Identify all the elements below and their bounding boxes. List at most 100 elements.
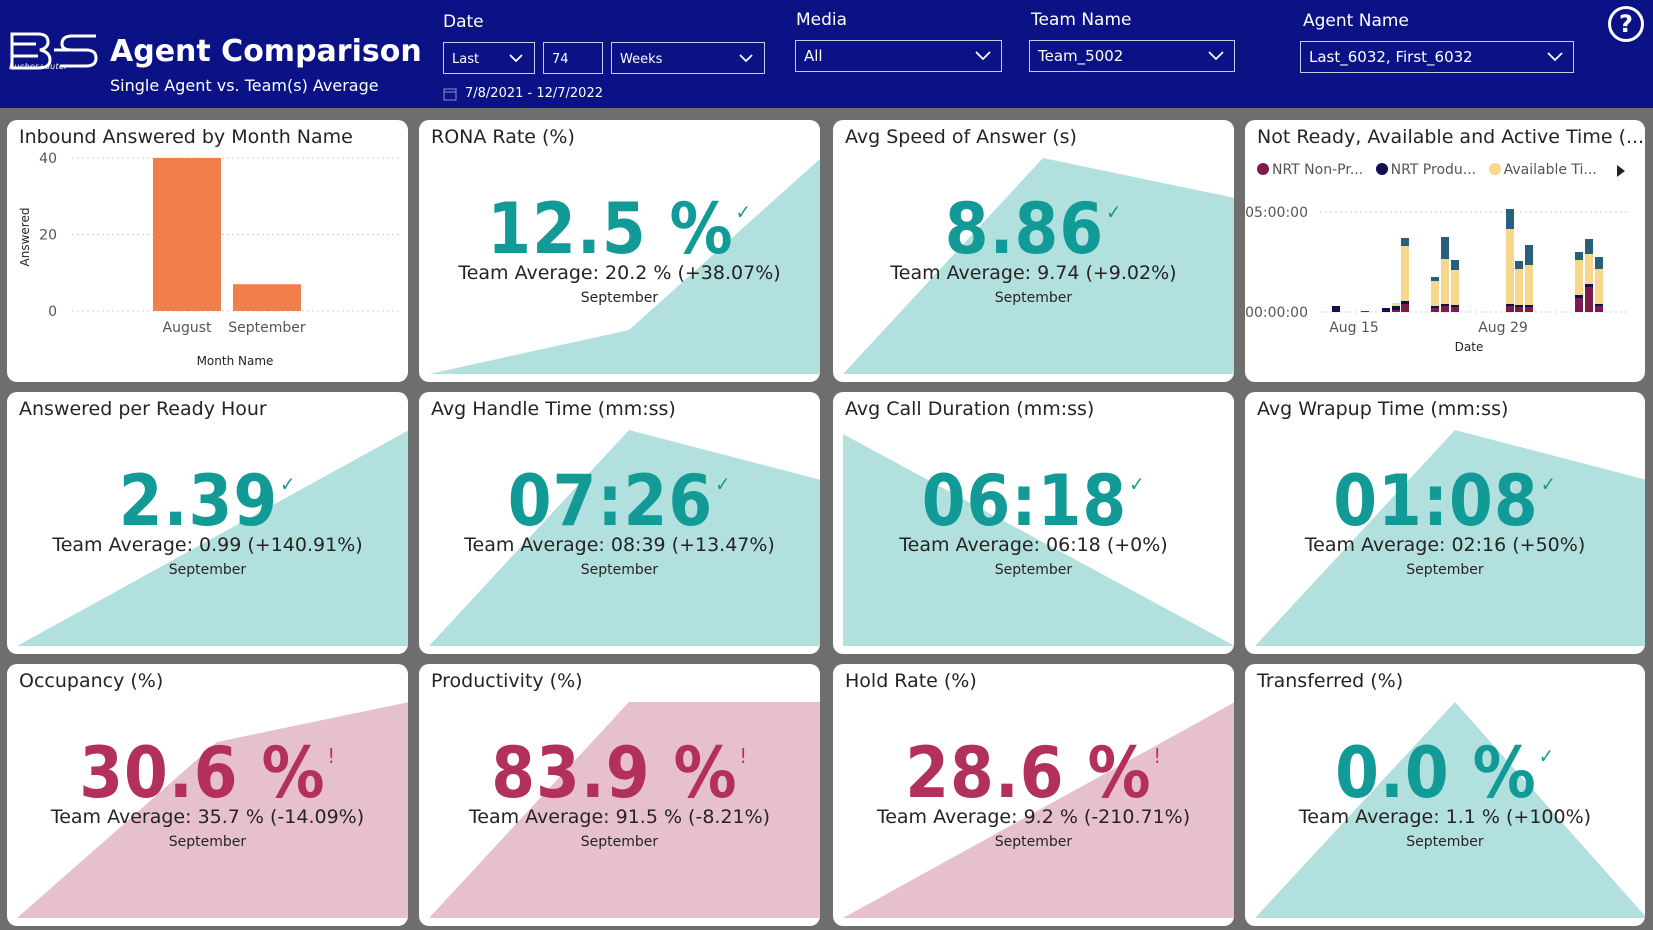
card-title: Answered per Ready Hour <box>19 398 267 420</box>
team-average: Team Average: 35.7 % (-14.09%) <box>50 806 365 828</box>
kpi-value-text: 0.0 % <box>1335 732 1537 814</box>
stacked-bar-segment <box>1515 307 1523 312</box>
stacked-bar-segment <box>1585 254 1593 284</box>
warning-icon: ! <box>327 744 336 768</box>
team-average: Team Average: 0.99 (+140.91%) <box>52 534 363 556</box>
kpi-trend-area <box>429 158 820 374</box>
period-label: September <box>168 834 247 850</box>
period-label: September <box>1406 562 1484 578</box>
kpi-value: 01:08 ✓ <box>1245 460 1645 542</box>
stacked-bar-segment <box>1506 304 1514 306</box>
help-button[interactable]: ? <box>1608 6 1644 42</box>
team-average: Team Average: 20.2 % (+38.07%) <box>458 262 781 284</box>
time-breakdown-card: Not Ready, Available and Active Time (..… <box>1245 120 1645 382</box>
kpi-value-text: 01:08 <box>1333 460 1539 542</box>
team-value: Team_5002 <box>1038 47 1124 65</box>
period-label: September <box>994 562 1073 578</box>
trend-area-shape <box>429 158 820 374</box>
trend-area-shape <box>1255 702 1645 918</box>
stacked-bar-segment <box>1585 284 1593 287</box>
kpi-value: 0.0 % ✓ <box>1245 732 1645 814</box>
date-filter-label: Date <box>443 12 484 32</box>
kpi-value: 28.6 %! <box>833 732 1234 814</box>
kpi-trend-area <box>17 430 408 646</box>
team-dropdown[interactable]: Team_5002 <box>1029 40 1235 72</box>
checkmark-icon: ✓ <box>1540 472 1557 496</box>
kpi-value: 8.86 ✓ <box>833 188 1234 270</box>
stacked-bar-segment <box>1451 260 1459 270</box>
agent-dropdown[interactable]: Last_6032, First_6032 <box>1300 41 1574 73</box>
legend-label: Available Ti... <box>1503 162 1597 178</box>
stacked-bar-segment <box>1525 245 1533 265</box>
date-relative-dropdown[interactable]: Last <box>443 42 535 74</box>
stacked-bar-segment <box>1575 260 1583 295</box>
date-count-input[interactable]: 74 <box>543 42 603 74</box>
card-title: Productivity (%) <box>431 670 583 692</box>
period-label: September <box>1406 834 1484 850</box>
stacked-bar-segment <box>1332 306 1340 312</box>
card-title: Avg Speed of Answer (s) <box>845 126 1077 148</box>
legend-dot <box>1257 163 1269 175</box>
stacked-bar-segment <box>1515 261 1523 269</box>
legend-item: Available Ti... <box>1488 162 1597 178</box>
report-header: bucher+suter Agent Comparison Single Age… <box>0 0 1653 108</box>
stacked-bar-segment <box>1451 307 1459 312</box>
card-title: Inbound Answered by Month Name <box>19 126 353 148</box>
legend-next-arrow-icon[interactable] <box>1615 164 1627 178</box>
card-title: Not Ready, Available and Active Time (..… <box>1257 126 1645 148</box>
stacked-bar-segment <box>1506 209 1514 229</box>
stacked-bar-segment <box>1431 308 1439 312</box>
date-unit-dropdown[interactable]: Weeks <box>611 42 765 74</box>
kpi-value-text: 28.6 % <box>905 732 1152 814</box>
legend-dot <box>1488 163 1501 175</box>
kpi-trend-area <box>1255 702 1645 918</box>
stacked-bar-segment <box>1401 304 1409 312</box>
card-title: Avg Wrapup Time (mm:ss) <box>1257 398 1509 420</box>
kpi-card: Avg Handle Time (mm:ss) 07:26 ✓ Team Averag… <box>419 392 820 654</box>
stacked-bar-segment <box>1525 307 1533 312</box>
bar <box>153 158 221 311</box>
stacked-bar-segment <box>1515 269 1523 305</box>
kpi-trend-area <box>843 434 1234 646</box>
team-average: Team Average: 02:16 (+50%) <box>1304 534 1586 556</box>
stacked-bar-segment <box>1585 287 1593 312</box>
stacked-bar-segment <box>1575 298 1583 312</box>
legend-item: NRT Produ... <box>1375 162 1476 178</box>
chevron-down-icon <box>1208 51 1224 61</box>
legend-dot <box>1375 163 1388 175</box>
card-title: Avg Call Duration (mm:ss) <box>845 398 1095 420</box>
stacked-bar-segment <box>1451 270 1459 305</box>
checkmark-icon: ✓ <box>1129 472 1146 496</box>
stacked-bar-segment <box>1595 306 1603 312</box>
y-tick-label: 20 <box>39 228 57 244</box>
x-tick-label: August <box>163 320 213 336</box>
period-label: September <box>168 562 247 578</box>
stacked-bar-segment <box>1401 246 1409 301</box>
kpi-trend-area <box>843 702 1234 918</box>
trend-area-shape <box>17 702 408 918</box>
kpi-value-text: 06:18 <box>921 460 1128 542</box>
page-subtitle: Single Agent vs. Team(s) Average <box>110 76 379 95</box>
team-filter-label: Team Name <box>1031 10 1132 30</box>
x-tick-label: September <box>228 320 306 336</box>
bucher-suter-logo <box>10 32 98 70</box>
media-dropdown[interactable]: All <box>795 40 1002 72</box>
x-axis-label: Month Name <box>197 354 274 368</box>
chevron-down-icon <box>975 51 991 61</box>
legend-item: NRT Non-Pr... <box>1257 162 1363 178</box>
y-axis-label: Answered <box>18 208 32 267</box>
card-title: Transferred (%) <box>1257 670 1404 692</box>
kpi-trend-area <box>429 430 820 646</box>
kpi-card: Occupancy (%) 30.6 %! Team Average: 35.7 %… <box>7 664 408 926</box>
kpi-value-text: 83.9 % <box>491 732 738 814</box>
team-average: Team Average: 9.74 (+9.02%) <box>890 262 1177 284</box>
trend-area-shape <box>1255 430 1645 646</box>
stacked-bar-segment <box>1441 304 1449 306</box>
period-label: September <box>580 562 659 578</box>
kpi-card: Transferred (%) 0.0 % ✓ Team Average: 1.1 %… <box>1245 664 1645 926</box>
warning-icon: ! <box>739 744 748 768</box>
media-value: All <box>804 47 823 65</box>
chevron-down-icon <box>739 54 753 63</box>
stacked-bar-segment <box>1585 239 1593 254</box>
kpi-value-text: 07:26 <box>507 460 714 542</box>
